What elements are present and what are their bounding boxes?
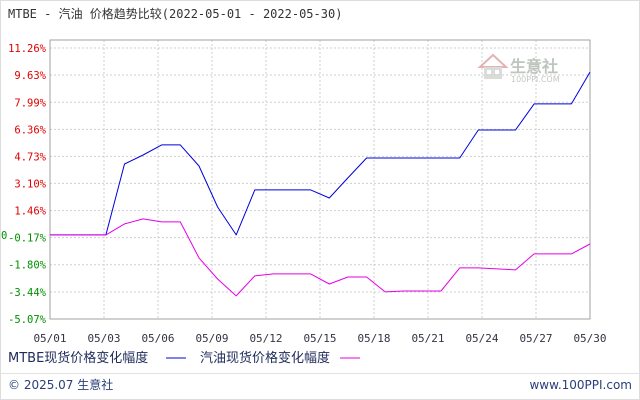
series-line-2 [50, 218, 591, 297]
x-tick-label: 05/21 [411, 332, 444, 345]
x-tick-label: 05/18 [357, 332, 390, 345]
y-tick-label: 6.36% [14, 124, 46, 136]
gridlines [50, 40, 590, 320]
house-body [484, 67, 502, 79]
y-tick-label: 3.10% [14, 178, 46, 190]
footer-copyright: © 2025.07 生意社 [8, 377, 113, 392]
y-zero-label: 0 [1, 230, 7, 242]
legend-label: MTBE现货价格变化幅度 [8, 350, 148, 366]
x-tick-label: 05/24 [465, 332, 498, 345]
y-tick-label: -3.44% [8, 287, 47, 299]
chart-title: MTBE - 汽油 价格趋势比较(2022-05-01 - 2022-05-30… [8, 6, 342, 21]
x-tick-label: 05/01 [33, 332, 66, 345]
x-tick-label: 05/27 [519, 332, 552, 345]
watermark-name: 生意社 [510, 57, 558, 76]
watermark-logo: 生意社 100PPI.COM [477, 53, 560, 84]
x-tick-label: 05/12 [249, 332, 282, 345]
axis-tick-labels: 11.26% 9.63% 7.99% 6.36% 4.73% 3.10% 1.46% -0.1… [1, 43, 607, 345]
footer-site: www.100PPI.com [529, 378, 632, 392]
watermark-site: 100PPI.COM [511, 75, 560, 84]
series-line-1 [50, 71, 591, 236]
legend: MTBE现货价格变化幅度 汽油现货价格变化幅度 [8, 350, 360, 366]
y-tick-label: -5.07% [8, 314, 47, 326]
y-tick-label: 4.73% [14, 151, 46, 163]
y-tick-label: 11.26% [8, 43, 47, 55]
house-window [487, 70, 491, 74]
x-tick-label: 05/30 [573, 332, 606, 345]
x-tick-label: 05/03 [87, 332, 120, 345]
house-window [495, 70, 499, 74]
y-tick-label: -0.17% [8, 233, 47, 245]
plot-frame [49, 39, 591, 320]
series-lines [50, 71, 591, 297]
y-tick-label: 7.99% [14, 97, 46, 109]
x-tick-label: 05/06 [141, 332, 174, 345]
x-tick-label: 05/15 [303, 332, 336, 345]
y-tick-label: 9.63% [14, 70, 46, 82]
x-tick-label: 05/09 [195, 332, 228, 345]
y-tick-label: -1.80% [8, 260, 47, 272]
legend-label: 汽油现货价格变化幅度 [200, 350, 330, 366]
y-tick-label: 1.46% [14, 206, 46, 218]
house-icon [477, 53, 509, 79]
